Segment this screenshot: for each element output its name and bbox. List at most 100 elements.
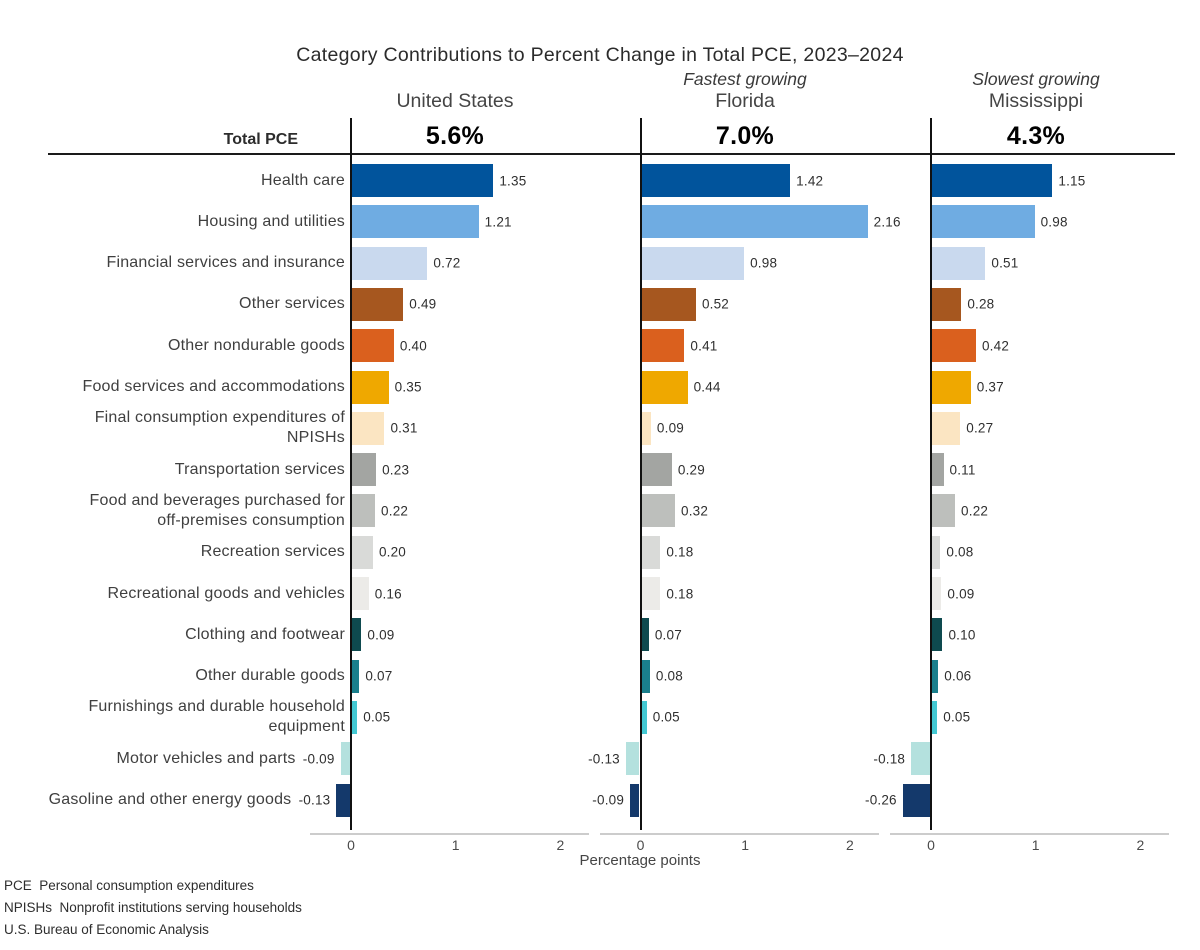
bar-value-label: 0.06 (944, 668, 972, 684)
footnote-pce: PCE Personal consumption expenditures (4, 878, 254, 893)
bar (641, 246, 745, 280)
category-label: Final consumption expenditures of NPISHs (94, 409, 345, 447)
bar (932, 205, 1035, 239)
bar (352, 577, 369, 610)
bar (641, 618, 649, 652)
bar (641, 329, 685, 363)
bar (352, 411, 385, 445)
axis-zero-line (639, 118, 642, 830)
bar (641, 494, 675, 528)
panel-total-value: 4.3% (1006, 122, 1066, 150)
x-tick-label: 0 (636, 837, 645, 853)
bar-value-label: 0.72 (433, 255, 461, 271)
bar-value-label: 0.35 (394, 379, 422, 395)
bar (932, 453, 944, 487)
category-label: Other durable goods (195, 667, 345, 685)
x-tick-label: 2 (1136, 837, 1145, 853)
bar-value-label: -0.26 (865, 792, 897, 808)
bar (932, 659, 939, 693)
bar (641, 164, 791, 197)
panel-annotation (325, 68, 585, 90)
panel-name: Mississippi (988, 90, 1084, 112)
footnote-source: U.S. Bureau of Economic Analysis (4, 922, 209, 937)
bar (641, 535, 661, 569)
bar-value-label: 0.08 (946, 544, 974, 560)
bar (352, 700, 358, 734)
category-label: Housing and utilities (197, 212, 345, 230)
category-label: Furnishings and durable household equipm… (88, 698, 345, 736)
x-tick-label: 0 (927, 837, 935, 853)
bar (641, 411, 651, 445)
x-tick-label: 0 (347, 837, 355, 853)
bar-value-label: -0.09 (592, 792, 625, 808)
category-label: Gasoline and other energy goods (48, 791, 292, 808)
bar (336, 783, 350, 817)
category-label: Other services (239, 295, 345, 313)
category-label: Motor vehicles and parts (116, 749, 296, 767)
bar-value-label: 0.10 (948, 627, 976, 643)
category-label: Financial services and insurance (106, 254, 345, 272)
panel-header-mississippi: Slowest growing Mississippi 4.3% (906, 68, 1166, 151)
panel-name: United States (396, 90, 514, 112)
bar-value-label: 0.16 (374, 586, 402, 601)
panel-annotation: Slowest growing (972, 69, 1100, 89)
bar (932, 370, 971, 404)
bar (630, 783, 640, 817)
x-axis-title: Percentage points (579, 852, 701, 869)
panel-annotation: Fastest growing (683, 69, 807, 89)
bar (625, 742, 640, 776)
bar (932, 494, 956, 528)
panel-header-florida: Fastest growing Florida 7.0% (615, 68, 875, 151)
bar-value-label: 0.05 (652, 709, 680, 725)
category-label: Food and beverages purchased for off-pre… (89, 491, 345, 529)
bar-value-label: 0.40 (399, 338, 427, 354)
bar-value-label: -0.13 (298, 792, 331, 808)
bar-value-label: 1.21 (484, 214, 512, 230)
bar (911, 742, 930, 776)
axis-zero-line (930, 118, 932, 830)
category-label: Food services and accommodations (82, 378, 345, 395)
category-label: Recreation services (200, 543, 345, 561)
bar (352, 659, 360, 693)
bar (352, 453, 377, 487)
bar-value-label: 0.05 (363, 709, 391, 725)
bar-value-label: 0.09 (367, 627, 395, 643)
bar-value-label: 0.37 (976, 379, 1004, 395)
bar (641, 453, 672, 487)
footnote-npishs: NPISHs Nonprofit institutions serving ho… (4, 900, 302, 915)
bar (641, 287, 696, 321)
bar-value-label: 0.98 (1040, 214, 1068, 230)
bar (932, 700, 938, 734)
category-label: Health care (260, 171, 345, 189)
bar (641, 370, 688, 404)
bar (932, 411, 961, 445)
x-tick-label: 1 (451, 837, 460, 853)
bar-value-label: 0.98 (750, 255, 778, 271)
x-axis-line (310, 833, 589, 835)
bar (352, 618, 362, 652)
bar (641, 205, 868, 239)
total-pce-row-label: Total PCE (223, 131, 298, 148)
bar (352, 370, 389, 404)
bar (932, 329, 976, 363)
bar-value-label: 0.07 (654, 627, 682, 643)
bar (352, 535, 373, 569)
bar-value-label: 0.22 (381, 503, 409, 519)
bar-value-label: 0.11 (949, 462, 976, 478)
bar-value-label: 0.49 (409, 296, 437, 312)
bar-value-label: 0.23 (382, 462, 410, 478)
category-label: Other nondurable goods (168, 336, 345, 354)
x-tick-label: 2 (845, 837, 854, 853)
bar (932, 164, 1053, 197)
bar-value-label: -0.13 (588, 751, 620, 767)
bar-value-label: 0.22 (961, 503, 989, 519)
bar (352, 287, 404, 321)
bar (352, 494, 376, 528)
bar (932, 246, 986, 280)
x-tick-label: 1 (741, 837, 750, 853)
bar (641, 700, 647, 734)
bar (352, 205, 479, 239)
bar (932, 618, 943, 652)
bar-value-label: 0.18 (666, 544, 694, 560)
header-separator-line (48, 153, 1175, 155)
